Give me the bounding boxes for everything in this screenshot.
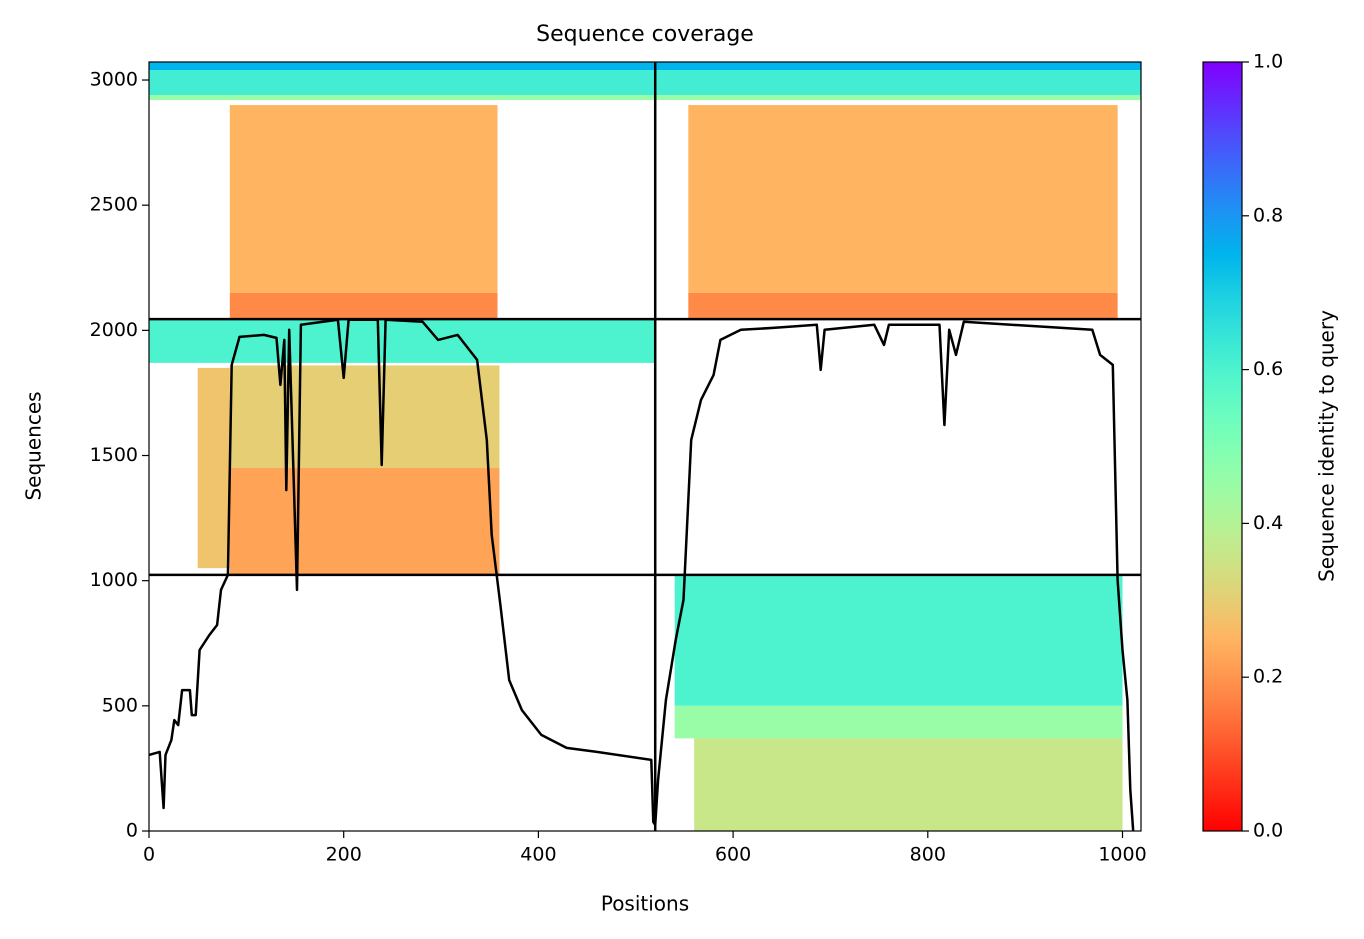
colorbar-tick-label: 0.4 — [1253, 512, 1283, 534]
colorbar — [1202, 61, 1243, 832]
colorbar-tick-label: 0.8 — [1253, 204, 1283, 226]
y-tick-label: 3000 — [90, 69, 138, 91]
identity-block — [655, 95, 1141, 101]
identity-block — [149, 95, 656, 101]
identity-block — [688, 292, 1118, 320]
x-tick-label: 0 — [143, 844, 155, 866]
y-tick-label: 2500 — [90, 194, 138, 216]
identity-block — [688, 105, 1118, 293]
identity-block — [229, 365, 500, 469]
identity-block — [655, 62, 1141, 71]
colorbar-label: Sequence identity to query — [1315, 310, 1339, 582]
plot-frame — [148, 61, 1142, 832]
identity-block — [674, 574, 1123, 706]
y-tick-label: 1500 — [90, 444, 138, 466]
identity-block — [149, 319, 656, 363]
y-axis-label: Sequences — [22, 391, 46, 500]
x-tick-label: 1000 — [1098, 844, 1146, 866]
y-tick-label: 500 — [102, 694, 138, 716]
colorbar-tick-label: 0.0 — [1253, 820, 1283, 842]
x-tick-label: 200 — [326, 844, 362, 866]
identity-block — [229, 468, 500, 575]
x-tick-label: 800 — [910, 844, 946, 866]
x-tick-label: 400 — [520, 844, 556, 866]
x-axis-label: Positions — [601, 892, 689, 916]
coverage-line — [148, 318, 1135, 832]
identity-block — [197, 367, 230, 569]
x-tick-label: 600 — [715, 844, 751, 866]
chart-title: Sequence coverage — [536, 22, 754, 47]
colorbar-tick-label: 0.6 — [1253, 358, 1283, 380]
colorbar-tick-label: 0.2 — [1253, 666, 1283, 688]
identity-block — [229, 292, 498, 320]
colorbar-tick-label: 1.0 — [1253, 51, 1283, 73]
identity-block — [674, 705, 1123, 739]
y-tick-label: 2000 — [90, 319, 138, 341]
identity-block — [149, 70, 656, 96]
identity-block — [655, 70, 1141, 96]
identity-block — [229, 105, 498, 293]
identity-block — [149, 62, 656, 71]
y-tick-label: 1000 — [90, 569, 138, 591]
y-tick-label: 0 — [126, 820, 138, 842]
identity-block — [694, 738, 1123, 831]
